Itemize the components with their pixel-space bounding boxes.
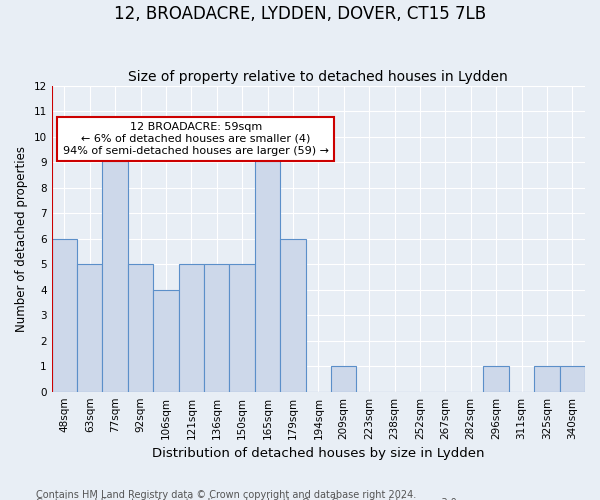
Bar (484, 366, 509, 392)
Bar (280, 238, 305, 392)
Title: Size of property relative to detached houses in Lydden: Size of property relative to detached ho… (128, 70, 508, 85)
Bar (534, 366, 560, 392)
Bar (77, 264, 103, 392)
Bar (204, 264, 229, 392)
Bar (52, 238, 77, 392)
Bar (255, 136, 280, 392)
Text: Contains HM Land Registry data © Crown copyright and database right 2024.: Contains HM Land Registry data © Crown c… (36, 490, 416, 500)
Bar (103, 136, 128, 392)
Y-axis label: Number of detached properties: Number of detached properties (15, 146, 28, 332)
X-axis label: Distribution of detached houses by size in Lydden: Distribution of detached houses by size … (152, 447, 485, 460)
Bar (560, 366, 585, 392)
Bar (331, 366, 356, 392)
Bar (229, 264, 255, 392)
Text: 12 BROADACRE: 59sqm
← 6% of detached houses are smaller (4)
94% of semi-detached: 12 BROADACRE: 59sqm ← 6% of detached hou… (62, 122, 329, 156)
Bar (153, 290, 179, 392)
Bar (179, 264, 204, 392)
Bar (128, 264, 153, 392)
Text: 12, BROADACRE, LYDDEN, DOVER, CT15 7LB: 12, BROADACRE, LYDDEN, DOVER, CT15 7LB (114, 5, 486, 23)
Text: Contains public sector information licensed under the Open Government Licence v3: Contains public sector information licen… (36, 498, 460, 500)
